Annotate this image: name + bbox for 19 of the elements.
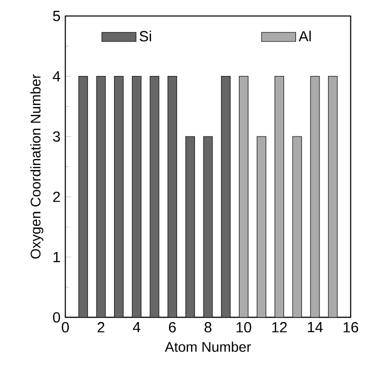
x-tick-label: 14 bbox=[308, 322, 323, 332]
legend-label: Si bbox=[140, 30, 152, 42]
y-tick-label: 4 bbox=[52, 71, 60, 82]
x-tick-label: 12 bbox=[272, 322, 287, 332]
y-tick-label: 1 bbox=[54, 252, 60, 262]
y-tick-label: 3 bbox=[53, 131, 60, 142]
y-tick-label: 0 bbox=[53, 312, 60, 323]
x-tick-label: 10 bbox=[236, 322, 252, 332]
x-axis-title: Atom Number bbox=[164, 342, 251, 352]
x-tick-label: 16 bbox=[344, 322, 358, 332]
legend-label: Al bbox=[298, 30, 311, 42]
y-tick-label: 2 bbox=[53, 192, 60, 202]
x-tick-label: 8 bbox=[204, 322, 212, 332]
y-tick-label: 5 bbox=[53, 10, 60, 22]
x-tick-label: 0 bbox=[62, 322, 69, 332]
x-tick-label: 6 bbox=[169, 322, 176, 332]
y-axis-title: Oxygen Coordination Number bbox=[30, 74, 44, 259]
x-tick-label: 4 bbox=[132, 322, 140, 332]
x-tick-label: 2 bbox=[98, 322, 104, 332]
